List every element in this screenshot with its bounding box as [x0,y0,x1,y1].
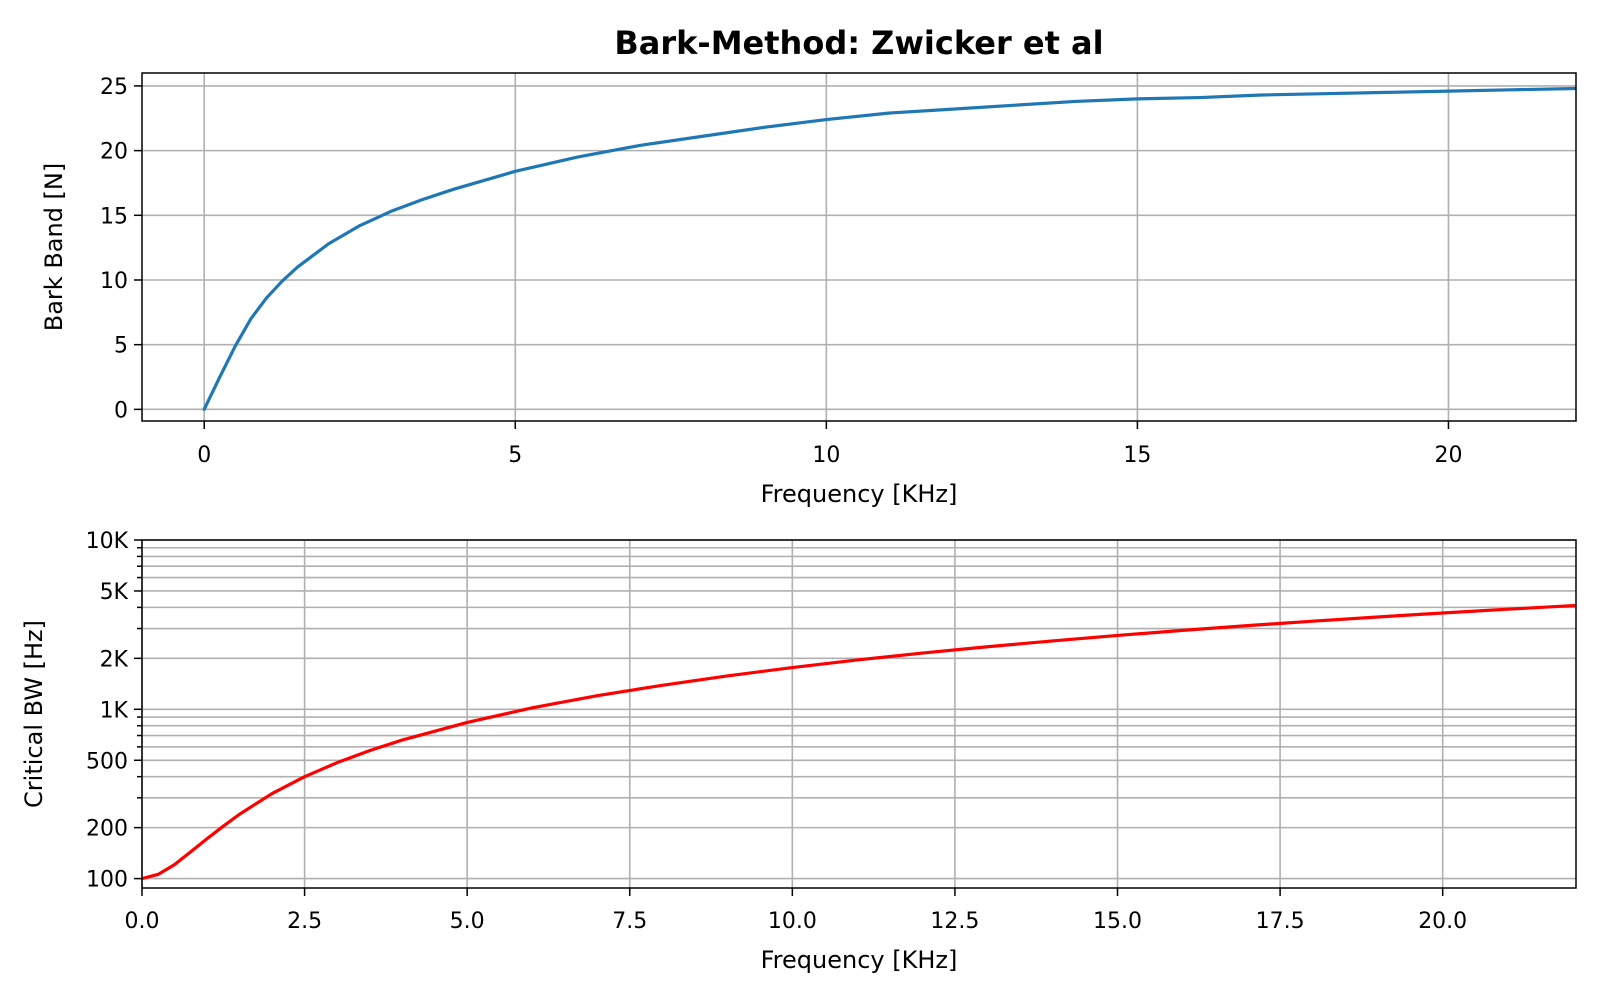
bw-y-tick-label: 500 [86,749,128,774]
bw-x-tick-label: 15.0 [1093,909,1142,934]
bw-y-tick-label: 10K [86,529,129,554]
bw-x-tick-label: 0.0 [125,909,160,934]
bw-x-tick-label: 17.5 [1256,909,1305,934]
bark-plot-frame [141,72,1577,422]
critical-bandwidth-plot: 0.0 2.5 5.0 7.5 10.0 12.5 15.0 17.5 20.0 100 200 50… [20,529,1577,974]
bark-x-tick-label: 15 [1123,443,1151,468]
bark-y-tick-label: 20 [100,140,128,165]
bw-x-axis-label: Frequency [KHz] [761,946,958,974]
bw-x-tick-label: 12.5 [930,909,979,934]
bw-x-tick-label: 20.0 [1418,909,1467,934]
bark-y-tick-label: 25 [100,75,128,100]
bark-x-tick-label: 10 [812,443,840,468]
bark-x-tick-label: 20 [1434,443,1462,468]
bw-x-tick-label: 10.0 [768,909,817,934]
bark-y-axis-label: Bark Band [N] [40,163,68,332]
bark-x-tick-label: 0 [197,443,211,468]
bark-y-tick-label: 10 [100,269,128,294]
chart-title: Bark-Method: Zwicker et al [614,24,1103,62]
bw-series-line [142,603,1576,881]
bw-y-axis-label: Critical BW [Hz] [20,620,48,808]
bark-band-plot: 0 5 10 15 20 0 5 10 15 20 25 Frequency [KHz] Bark Ba… [40,72,1577,508]
bw-plot-frame [141,539,1577,889]
bw-y-tick-label: 200 [86,817,128,842]
bw-y-tick-label: 100 [86,868,128,893]
bw-x-tick-label: 7.5 [612,909,647,934]
bark-y-tick-label: 15 [100,204,128,229]
bark-x-axis-label: Frequency [KHz] [761,480,958,508]
bark-x-tick-label: 5 [508,443,522,468]
bw-y-tick-label: 5K [100,580,129,605]
bw-x-tick-label: 2.5 [287,909,322,934]
bark-series-line [202,86,1576,411]
bw-y-tick-label: 1K [100,698,129,723]
bw-x-tick-label: 5.0 [450,909,485,934]
bw-y-tick-label: 2K [100,647,129,672]
bark-y-tick-label: 0 [114,398,128,423]
bark-y-tick-label: 5 [114,334,128,359]
